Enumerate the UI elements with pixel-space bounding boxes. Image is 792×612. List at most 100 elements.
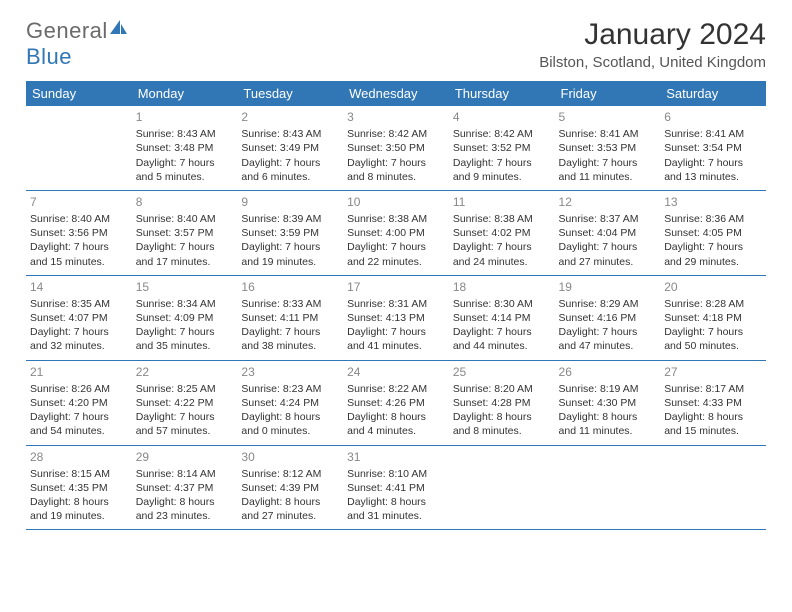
calendar-cell: 4Sunrise: 8:42 AMSunset: 3:52 PMDaylight… <box>449 106 555 190</box>
daylight-text: and 4 minutes. <box>347 424 445 438</box>
sunrise-text: Sunrise: 8:42 AM <box>347 127 445 141</box>
daylight-text: Daylight: 7 hours <box>136 325 234 339</box>
daylight-text: Daylight: 8 hours <box>453 410 551 424</box>
calendar-cell: 1Sunrise: 8:43 AMSunset: 3:48 PMDaylight… <box>132 106 238 190</box>
sunset-text: Sunset: 3:57 PM <box>136 226 234 240</box>
sunrise-text: Sunrise: 8:36 AM <box>664 212 762 226</box>
calendar-cell: 15 Sunrise: 8:34 AMSunset: 4:09 PMDayligh… <box>132 275 238 360</box>
daylight-text: Daylight: 7 hours <box>241 156 339 170</box>
calendar-cell: 5Sunrise: 8:41 AMSunset: 3:53 PMDaylight… <box>555 106 661 190</box>
sunset-text: Sunset: 4:09 PM <box>136 311 234 325</box>
calendar-cell: 22Sunrise: 8:25 AMSunset: 4:22 PMDayligh… <box>132 360 238 445</box>
daylight-text: and 27 minutes. <box>559 255 657 269</box>
sunset-text: Sunset: 4:41 PM <box>347 481 445 495</box>
day-number: 30 <box>241 449 339 465</box>
daylight-text: Daylight: 7 hours <box>347 325 445 339</box>
calendar-cell <box>26 106 132 190</box>
day-number: 16 <box>241 279 339 295</box>
calendar-cell <box>555 445 661 530</box>
sunset-text: Sunset: 4:20 PM <box>30 396 128 410</box>
sunrise-text: Sunrise: 8:43 AM <box>136 127 234 141</box>
calendar-cell: 24Sunrise: 8:22 AMSunset: 4:26 PMDayligh… <box>343 360 449 445</box>
sunset-text: Sunset: 3:52 PM <box>453 141 551 155</box>
sunset-text: Sunset: 4:24 PM <box>241 396 339 410</box>
sunrise-text: Sunrise: 8:19 AM <box>559 382 657 396</box>
day-number: 22 <box>136 364 234 380</box>
sunrise-text: Sunrise: 8:22 AM <box>347 382 445 396</box>
daylight-text: and 35 minutes. <box>136 339 234 353</box>
sunrise-text: Sunrise: 8:12 AM <box>241 467 339 481</box>
calendar-cell: 6Sunrise: 8:41 AMSunset: 3:54 PMDaylight… <box>660 106 766 190</box>
sunset-text: Sunset: 4:14 PM <box>453 311 551 325</box>
calendar-row: 7Sunrise: 8:40 AMSunset: 3:56 PMDaylight… <box>26 190 766 275</box>
daylight-text: and 31 minutes. <box>347 509 445 523</box>
daylight-text: Daylight: 7 hours <box>30 240 128 254</box>
daylight-text: and 54 minutes. <box>30 424 128 438</box>
day-number: 24 <box>347 364 445 380</box>
daylight-text: Daylight: 7 hours <box>664 325 762 339</box>
daylight-text: Daylight: 7 hours <box>136 410 234 424</box>
page-title: January 2024 <box>539 18 766 52</box>
daylight-text: Daylight: 7 hours <box>559 156 657 170</box>
day-header-row: Sunday Monday Tuesday Wednesday Thursday… <box>26 81 766 106</box>
calendar-cell: 25Sunrise: 8:20 AMSunset: 4:28 PMDayligh… <box>449 360 555 445</box>
sunrise-text: Sunrise: 8:41 AM <box>559 127 657 141</box>
sunset-text: Sunset: 3:50 PM <box>347 141 445 155</box>
sunset-text: Sunset: 4:04 PM <box>559 226 657 240</box>
sunrise-text: Sunrise: 8:17 AM <box>664 382 762 396</box>
sunrise-text: Sunrise: 8:30 AM <box>453 297 551 311</box>
day-number: 15 <box>136 279 234 295</box>
daylight-text: and 13 minutes. <box>664 170 762 184</box>
sunset-text: Sunset: 3:56 PM <box>30 226 128 240</box>
daylight-text: and 19 minutes. <box>241 255 339 269</box>
calendar-cell: 31Sunrise: 8:10 AMSunset: 4:41 PMDayligh… <box>343 445 449 530</box>
calendar-cell: 8Sunrise: 8:40 AMSunset: 3:57 PMDaylight… <box>132 190 238 275</box>
sunrise-text: Sunrise: 8:40 AM <box>136 212 234 226</box>
sunset-text: Sunset: 4:07 PM <box>30 311 128 325</box>
header: General Blue January 2024 Bilston, Scotl… <box>26 18 766 71</box>
daylight-text: and 44 minutes. <box>453 339 551 353</box>
calendar-cell: 14Sunrise: 8:35 AMSunset: 4:07 PMDayligh… <box>26 275 132 360</box>
calendar-cell: 29Sunrise: 8:14 AMSunset: 4:37 PMDayligh… <box>132 445 238 530</box>
logo: General Blue <box>26 18 128 70</box>
day-number: 4 <box>453 109 551 125</box>
logo-text: General Blue <box>26 18 128 70</box>
day-number: 20 <box>664 279 762 295</box>
calendar-cell: 26Sunrise: 8:19 AMSunset: 4:30 PMDayligh… <box>555 360 661 445</box>
daylight-text: and 24 minutes. <box>453 255 551 269</box>
sunset-text: Sunset: 4:39 PM <box>241 481 339 495</box>
calendar-cell: 20 Sunrise: 8:28 AMSunset: 4:18 PMDayligh… <box>660 275 766 360</box>
sunset-text: Sunset: 4:18 PM <box>664 311 762 325</box>
daylight-text: and 11 minutes. <box>559 424 657 438</box>
calendar-cell: 23Sunrise: 8:23 AMSunset: 4:24 PMDayligh… <box>237 360 343 445</box>
calendar-cell: 9Sunrise: 8:39 AMSunset: 3:59 PMDaylight… <box>237 190 343 275</box>
calendar-row: 28Sunrise: 8:15 AMSunset: 4:35 PMDayligh… <box>26 445 766 530</box>
day-number: 17 <box>347 279 445 295</box>
sunrise-text: Sunrise: 8:28 AM <box>664 297 762 311</box>
day-number: 21 <box>30 364 128 380</box>
sunrise-text: Sunrise: 8:34 AM <box>136 297 234 311</box>
day-number: 8 <box>136 194 234 210</box>
daylight-text: and 8 minutes. <box>453 424 551 438</box>
daylight-text: Daylight: 8 hours <box>136 495 234 509</box>
daylight-text: and 15 minutes. <box>30 255 128 269</box>
sunrise-text: Sunrise: 8:20 AM <box>453 382 551 396</box>
daylight-text: Daylight: 8 hours <box>30 495 128 509</box>
daylight-text: Daylight: 7 hours <box>559 325 657 339</box>
day-header: Sunday <box>26 81 132 106</box>
daylight-text: Daylight: 7 hours <box>30 410 128 424</box>
day-number: 29 <box>136 449 234 465</box>
calendar-cell <box>660 445 766 530</box>
sunrise-text: Sunrise: 8:40 AM <box>30 212 128 226</box>
daylight-text: and 8 minutes. <box>347 170 445 184</box>
daylight-text: and 57 minutes. <box>136 424 234 438</box>
daylight-text: and 27 minutes. <box>241 509 339 523</box>
day-number: 3 <box>347 109 445 125</box>
calendar-cell: 3Sunrise: 8:42 AMSunset: 3:50 PMDaylight… <box>343 106 449 190</box>
daylight-text: Daylight: 7 hours <box>241 240 339 254</box>
daylight-text: Daylight: 7 hours <box>241 325 339 339</box>
calendar-row: 1Sunrise: 8:43 AMSunset: 3:48 PMDaylight… <box>26 106 766 190</box>
daylight-text: Daylight: 8 hours <box>664 410 762 424</box>
sunset-text: Sunset: 4:30 PM <box>559 396 657 410</box>
daylight-text: and 47 minutes. <box>559 339 657 353</box>
